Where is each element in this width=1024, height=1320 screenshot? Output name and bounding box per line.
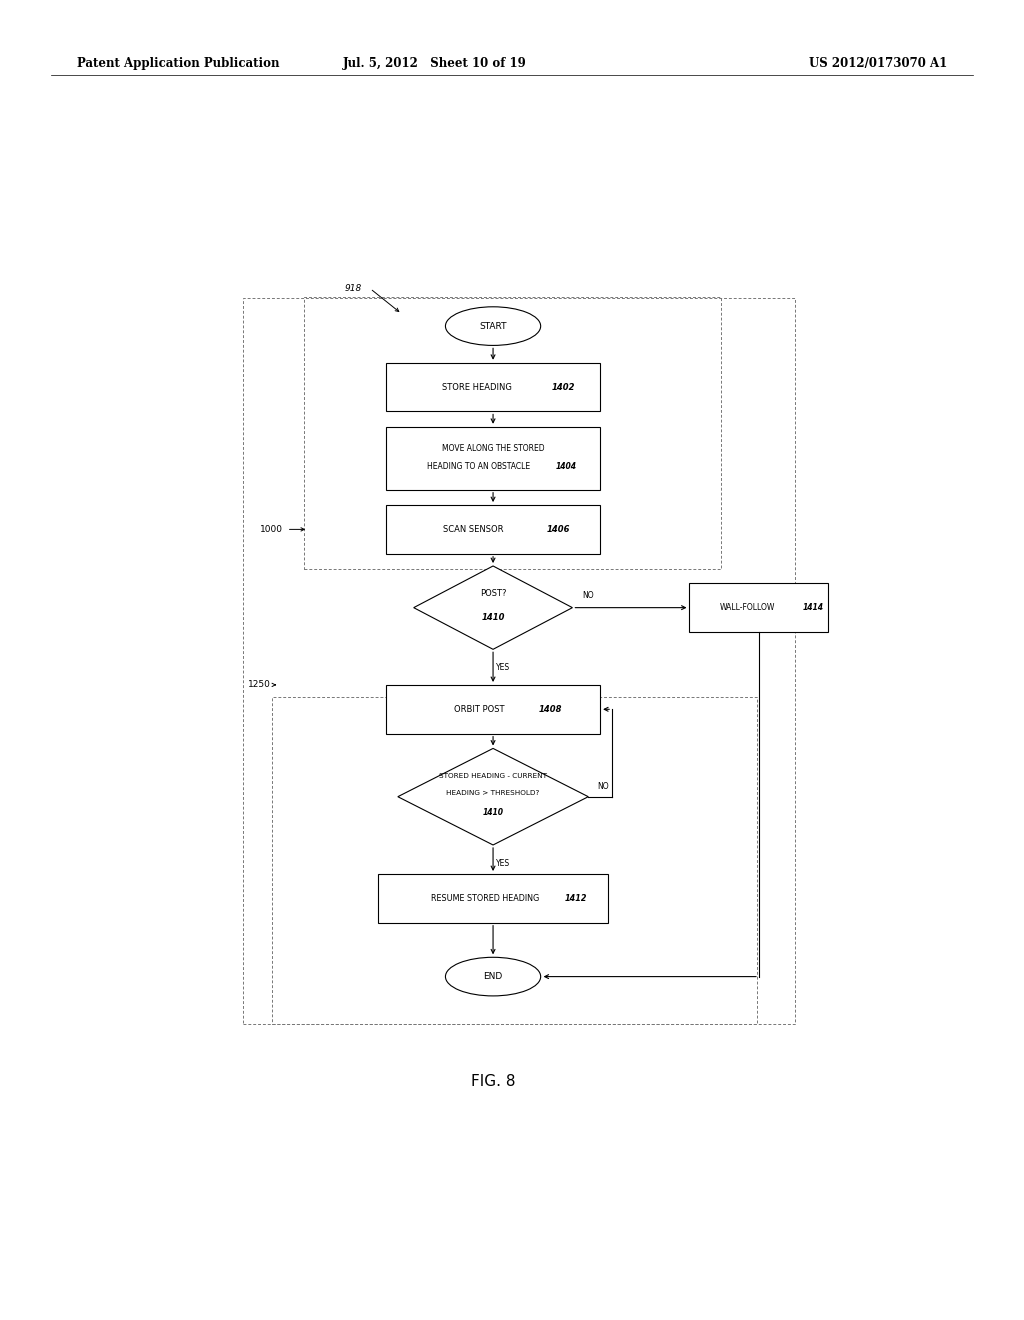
Text: 1406: 1406 bbox=[547, 525, 570, 533]
Polygon shape bbox=[397, 748, 588, 845]
Text: 1412: 1412 bbox=[564, 894, 587, 903]
Text: END: END bbox=[483, 972, 503, 981]
Text: 1414: 1414 bbox=[803, 603, 823, 612]
Text: US 2012/0173070 A1: US 2012/0173070 A1 bbox=[809, 57, 947, 70]
Bar bbox=[386, 426, 600, 490]
Text: YES: YES bbox=[496, 663, 510, 672]
Text: NO: NO bbox=[583, 591, 594, 601]
Text: Patent Application Publication: Patent Application Publication bbox=[77, 57, 280, 70]
Text: HEADING TO AN OBSTACLE: HEADING TO AN OBSTACLE bbox=[427, 462, 530, 471]
Ellipse shape bbox=[445, 306, 541, 346]
Text: HEADING > THRESHOLD?: HEADING > THRESHOLD? bbox=[446, 789, 540, 796]
Text: FIG. 8: FIG. 8 bbox=[471, 1073, 515, 1089]
Text: STORED HEADING - CURRENT: STORED HEADING - CURRENT bbox=[439, 774, 547, 779]
Text: 1410: 1410 bbox=[482, 808, 504, 817]
Text: SCAN SENSOR: SCAN SENSOR bbox=[443, 525, 504, 533]
Text: ORBIT POST: ORBIT POST bbox=[454, 705, 504, 714]
Text: MOVE ALONG THE STORED: MOVE ALONG THE STORED bbox=[441, 444, 545, 453]
Text: STORE HEADING: STORE HEADING bbox=[442, 383, 512, 392]
Bar bbox=[272, 697, 757, 1024]
Text: 1000: 1000 bbox=[260, 525, 283, 533]
Polygon shape bbox=[414, 566, 572, 649]
Ellipse shape bbox=[445, 957, 541, 995]
Text: 1404: 1404 bbox=[556, 462, 577, 471]
Text: NO: NO bbox=[597, 781, 608, 791]
Bar bbox=[378, 874, 608, 923]
Text: POST?: POST? bbox=[480, 589, 506, 598]
Bar bbox=[304, 297, 721, 569]
Text: 1408: 1408 bbox=[539, 705, 562, 714]
Text: YES: YES bbox=[496, 859, 510, 867]
Bar bbox=[386, 685, 600, 734]
Text: 1402: 1402 bbox=[551, 383, 574, 392]
Bar bbox=[243, 297, 795, 1024]
Bar bbox=[386, 363, 600, 412]
Text: 1410: 1410 bbox=[481, 614, 505, 622]
Text: 1250: 1250 bbox=[248, 680, 270, 689]
Text: Jul. 5, 2012   Sheet 10 of 19: Jul. 5, 2012 Sheet 10 of 19 bbox=[343, 57, 527, 70]
Text: RESUME STORED HEADING: RESUME STORED HEADING bbox=[431, 894, 540, 903]
Bar bbox=[689, 583, 828, 632]
Bar bbox=[386, 506, 600, 554]
Text: WALL-FOLLOW: WALL-FOLLOW bbox=[719, 603, 775, 612]
Text: 918: 918 bbox=[345, 284, 362, 293]
Text: START: START bbox=[479, 322, 507, 330]
